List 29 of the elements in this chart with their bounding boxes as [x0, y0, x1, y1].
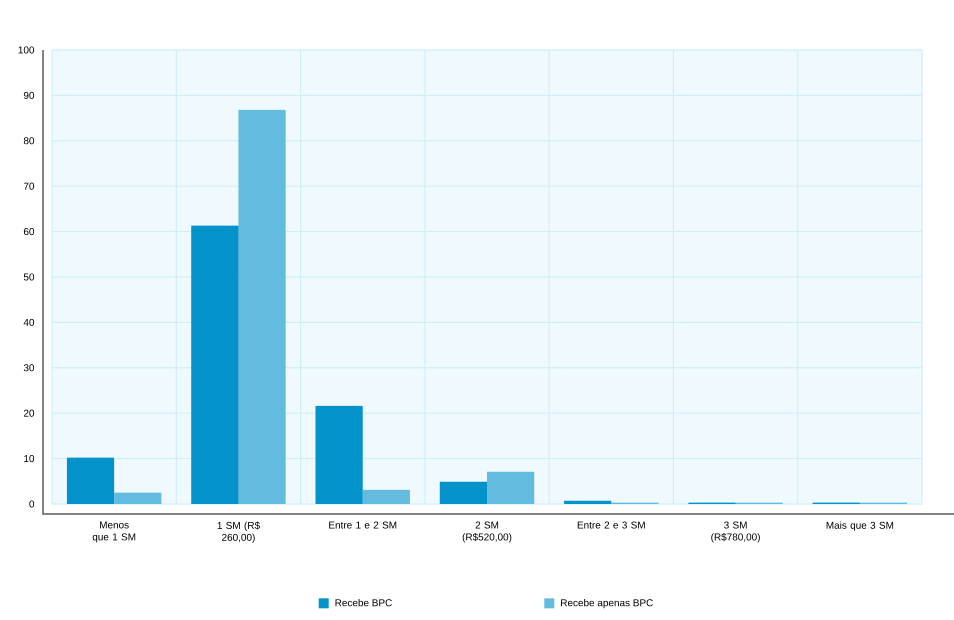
- x-tick-label: 2 SM (R$520,00): [462, 522, 512, 542]
- legend-label: Recebe apenas BPC: [561, 598, 653, 608]
- bar: [315, 406, 363, 504]
- bar: [362, 490, 410, 504]
- y-tick-label: 70: [24, 182, 34, 190]
- bar: [238, 110, 286, 504]
- x-tick-label: Entre 2 e 3 SM: [578, 522, 645, 529]
- y-tick-label: 10: [24, 455, 34, 462]
- bar: [440, 482, 488, 504]
- bar: [114, 492, 162, 504]
- bar: [487, 472, 534, 504]
- x-tick-label: Mais que 3 SM: [826, 522, 894, 531]
- y-tick-label: 20: [24, 410, 34, 417]
- x-tick-label: 3 SM (R$780,00): [711, 522, 760, 542]
- y-tick-label: 40: [24, 318, 34, 326]
- bar: [66, 458, 114, 504]
- y-tick-label: 80: [24, 137, 34, 144]
- legend-label: Recebe BPC: [336, 598, 392, 606]
- y-tick-label: 90: [24, 92, 34, 99]
- y-tick-label: 0: [29, 500, 34, 508]
- bar: [191, 226, 238, 504]
- y-tick-label: 50: [24, 273, 34, 281]
- y-tick-label: 30: [24, 364, 34, 372]
- x-tick-label: Entre 1 e 2 SM: [329, 522, 396, 529]
- x-tick-label: Menos que 1 SM: [92, 522, 136, 542]
- y-tick-label: 60: [24, 228, 34, 236]
- y-tick-label: 100: [18, 46, 34, 54]
- x-tick-label: 1 SM (R$ 260,00): [218, 522, 260, 543]
- bar: [564, 500, 612, 504]
